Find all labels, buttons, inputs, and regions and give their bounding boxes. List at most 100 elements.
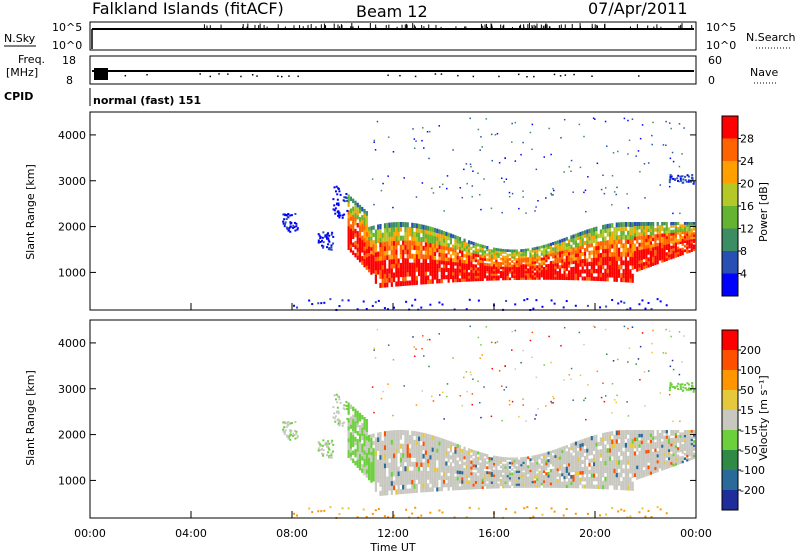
velocity-cell — [402, 475, 405, 481]
power-cell — [617, 256, 621, 261]
colorbar-frame — [721, 329, 739, 511]
power-cell — [577, 252, 580, 257]
power-cell — [688, 245, 691, 249]
power-cell — [381, 232, 384, 238]
velocity-cell — [470, 449, 473, 453]
power-cell — [429, 267, 432, 272]
power-cell — [341, 216, 344, 219]
velocity-cell — [636, 472, 639, 477]
velocity-cell — [447, 468, 450, 474]
velocity-cell — [458, 448, 462, 452]
velocity-cell — [442, 461, 446, 466]
power-cell — [677, 231, 680, 235]
velocity-cell — [393, 471, 396, 477]
velocity-cell — [578, 331, 581, 334]
power-cell — [393, 272, 396, 278]
power-cell — [636, 264, 639, 269]
power-cell — [523, 299, 526, 302]
velocity-cell — [499, 465, 503, 469]
velocity-cell — [592, 458, 596, 463]
velocity-cell — [356, 459, 359, 464]
velocity-cell — [549, 450, 553, 454]
power-cell — [388, 240, 391, 246]
power-cell — [542, 257, 546, 261]
velocity-cell — [540, 482, 543, 486]
velocity-cell — [294, 420, 297, 423]
power-cell — [529, 263, 532, 267]
power-cell — [356, 251, 359, 256]
power-cell — [317, 239, 320, 242]
velocity-cell — [682, 386, 685, 389]
velocity-cell — [390, 471, 393, 477]
velocity-cell — [379, 463, 382, 469]
velocity-cell — [379, 459, 382, 465]
power-cell — [672, 160, 675, 163]
velocity-cell — [415, 348, 417, 350]
power-cell — [423, 147, 425, 149]
velocity-cell — [602, 472, 605, 478]
power-cell — [413, 236, 416, 242]
power-cell — [479, 277, 482, 282]
velocity-cell — [368, 450, 371, 455]
power-cell — [599, 241, 602, 246]
velocity-cell — [349, 432, 353, 437]
velocity-cell — [542, 452, 546, 456]
velocity-cell — [553, 397, 555, 400]
power-cell — [676, 177, 679, 180]
velocity-cell — [461, 448, 464, 453]
velocity-cell — [649, 439, 652, 444]
power-cell — [433, 239, 437, 245]
velocity-cell — [665, 441, 668, 445]
power-cell — [642, 248, 646, 253]
power-cell — [495, 259, 498, 263]
velocity-cell — [402, 488, 405, 494]
power-cell — [692, 238, 696, 241]
velocity-cell — [691, 382, 694, 385]
velocity-cell — [558, 476, 562, 480]
velocity-cell — [472, 449, 475, 454]
power-cell — [397, 222, 400, 228]
velocity-cell — [645, 433, 648, 438]
velocity-cell — [692, 432, 696, 435]
power-cell — [492, 247, 496, 251]
power-cell — [458, 262, 462, 267]
power-cell — [483, 245, 487, 249]
velocity-cell — [577, 484, 580, 489]
power-cell — [677, 253, 680, 257]
velocity-cell — [388, 480, 391, 486]
velocity-cell — [411, 461, 414, 467]
colorbar-swatch — [722, 470, 738, 490]
velocity-cell — [452, 452, 455, 457]
velocity-cell — [381, 449, 384, 455]
velocity-cell — [477, 462, 480, 466]
power-colorbar-label: Power [dB] — [757, 182, 770, 242]
velocity-cell — [492, 474, 496, 477]
power-cell — [363, 233, 366, 239]
velocity-cell — [492, 471, 496, 475]
velocity-cell — [377, 432, 380, 438]
power-cell — [533, 263, 537, 267]
velocity-cell — [688, 451, 691, 455]
velocity-cell — [659, 508, 662, 511]
power-cell — [440, 233, 443, 239]
velocity-cell — [545, 462, 548, 466]
power-cell — [572, 266, 575, 271]
power-cell — [317, 241, 320, 244]
velocity-cell — [322, 439, 325, 442]
colorbar-tick-label: -100 — [740, 464, 765, 477]
power-cell — [515, 258, 518, 261]
power-cell — [388, 254, 391, 260]
velocity-cell — [542, 470, 546, 474]
power-cell — [629, 247, 632, 253]
velocity-cell — [677, 439, 680, 443]
velocity-cell — [461, 461, 464, 465]
power-cell — [665, 120, 667, 123]
power-cell — [531, 267, 534, 271]
power-cell — [447, 257, 450, 262]
velocity-cell — [533, 468, 537, 472]
velocity-cell — [431, 459, 434, 464]
power-cell — [645, 261, 648, 266]
velocity-cell — [690, 432, 693, 435]
power-cell — [513, 268, 516, 272]
power-cell — [604, 224, 607, 229]
